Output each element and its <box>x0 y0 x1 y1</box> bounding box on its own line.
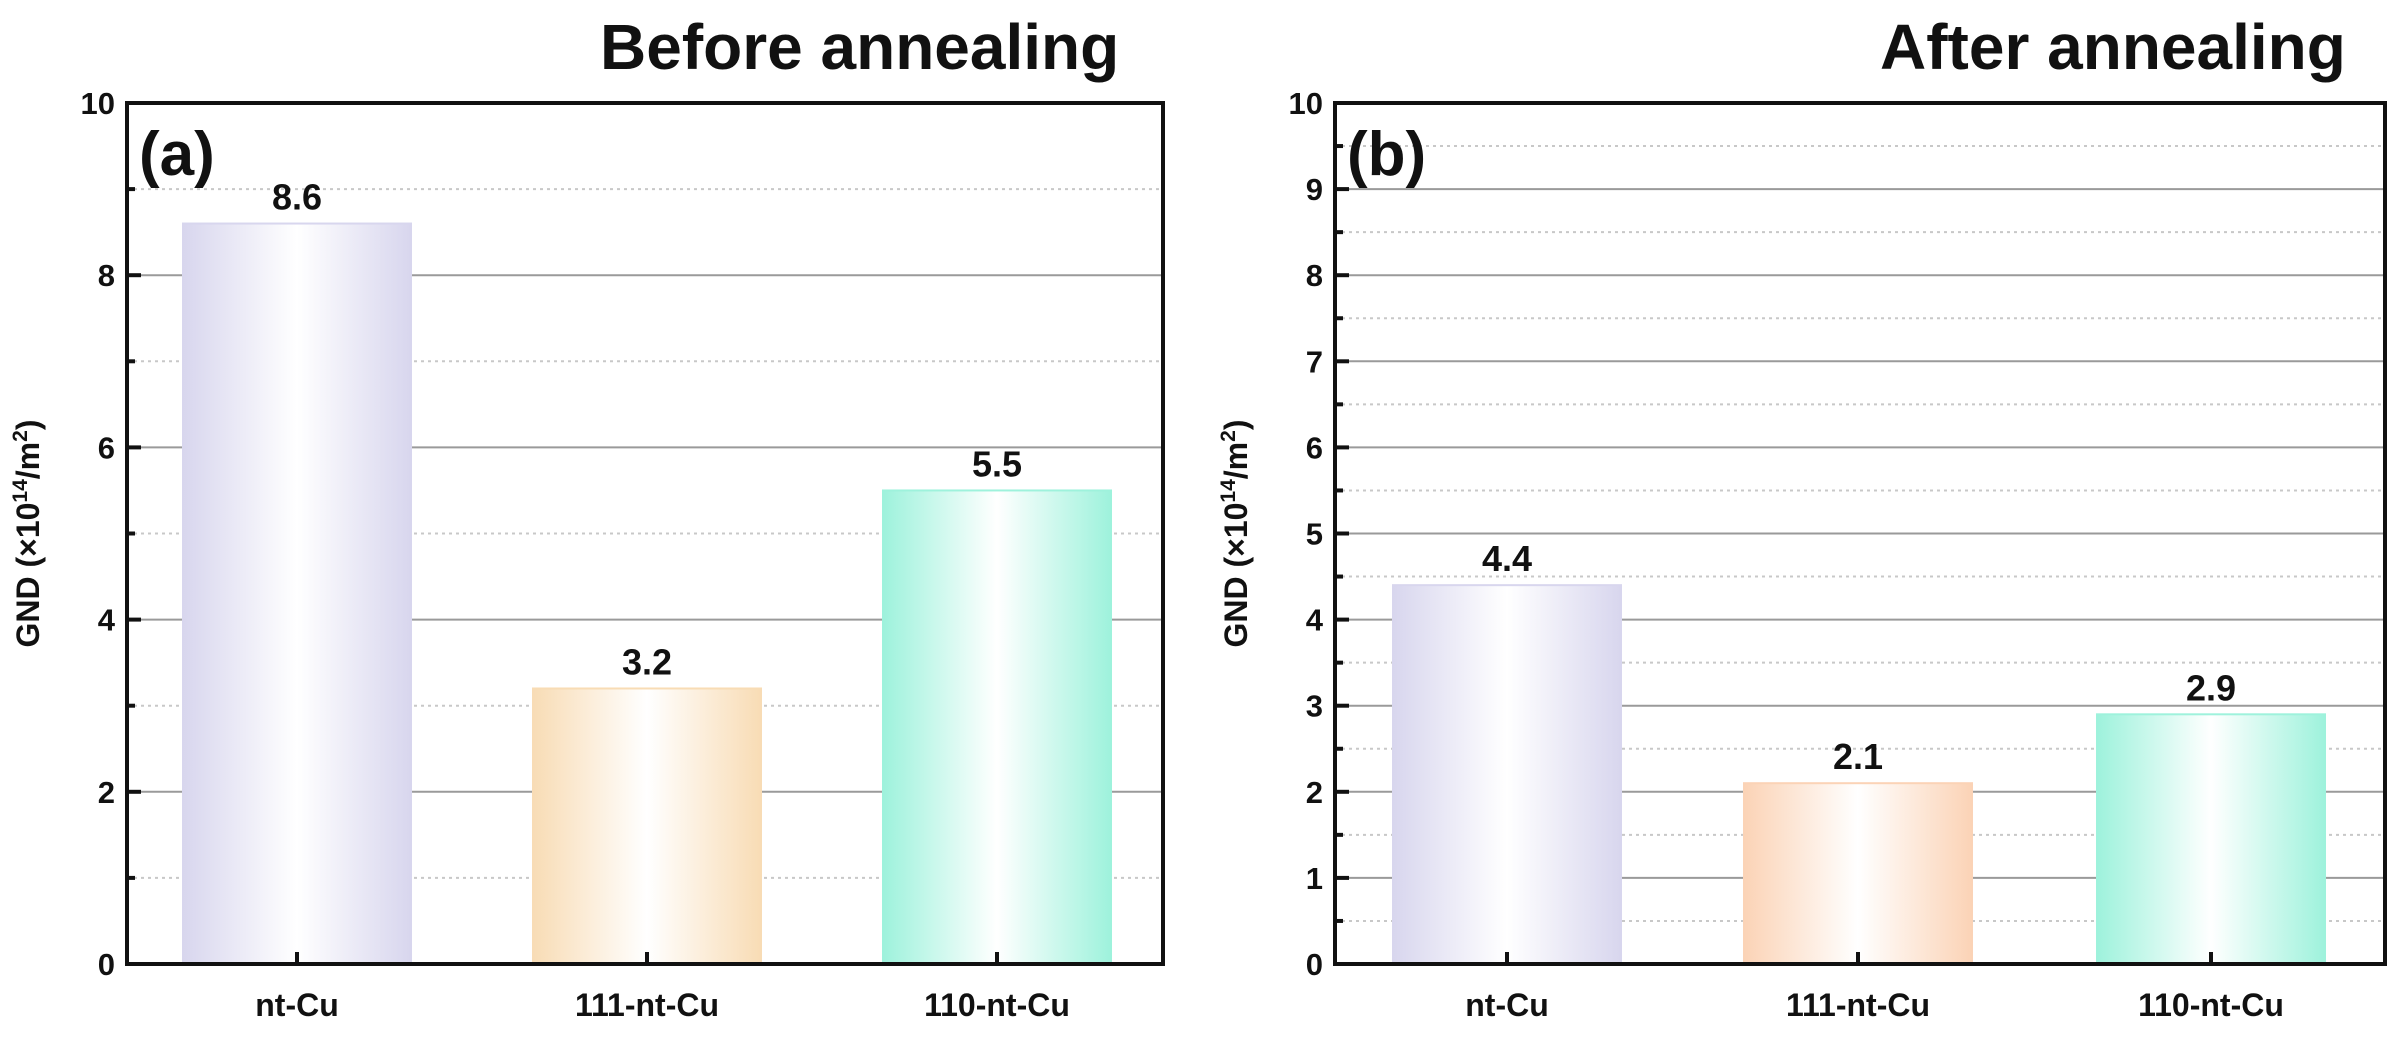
x-tick-label: 110-nt-Cu <box>2138 987 2284 1023</box>
y-tick-label: 4 <box>1306 603 1324 638</box>
data-label: 3.2 <box>622 641 672 682</box>
bar-111-nt-Cu <box>532 687 762 965</box>
y-tick-label: 10 <box>81 86 115 121</box>
x-tick-label: 111-nt-Cu <box>1786 987 1930 1023</box>
y-tick-label: 7 <box>1306 344 1323 379</box>
y-tick-label: 8 <box>1306 258 1323 293</box>
y-tick-label: 2 <box>1306 775 1323 810</box>
y-tick-label: 6 <box>98 430 115 465</box>
y-tick-label: 5 <box>1306 517 1323 552</box>
y-tick-label: 10 <box>1289 86 1323 121</box>
y-tick-label: 9 <box>1306 172 1323 207</box>
y-tick-label: 8 <box>98 258 115 293</box>
bar-111-nt-Cu <box>1743 782 1973 965</box>
panel-label: (b) <box>1347 120 1426 189</box>
x-tick-label: 110-nt-Cu <box>924 987 1070 1023</box>
y-axis-label: GND (×1014/m2) <box>9 420 46 648</box>
data-label: 2.1 <box>1833 736 1883 777</box>
x-tick-label: 111-nt-Cu <box>575 987 719 1023</box>
y-tick-label: 6 <box>1306 430 1323 465</box>
y-tick-label: 0 <box>98 947 115 982</box>
panel-a-title: Before annealing <box>600 11 1120 83</box>
x-tick-label: nt-Cu <box>1465 987 1549 1023</box>
bar-110-nt-Cu <box>2096 713 2326 965</box>
y-tick-label: 0 <box>1306 947 1323 982</box>
y-tick-label: 1 <box>1306 861 1323 896</box>
x-tick-label: nt-Cu <box>255 987 339 1023</box>
panel-label: (a) <box>139 120 215 189</box>
y-tick-label: 4 <box>98 603 116 638</box>
data-label: 2.9 <box>2186 667 2236 708</box>
y-axis-label: GND (×1014/m2) <box>1217 420 1254 648</box>
data-label: 8.6 <box>272 177 322 218</box>
y-tick-label: 2 <box>98 775 115 810</box>
bar-110-nt-Cu <box>882 489 1112 965</box>
bar-nt-Cu <box>182 222 412 966</box>
bar-nt-Cu <box>1392 584 1622 965</box>
chart-panel-a: 8.6 nt-Cu 3.2 111-nt-Cu 5.5 110-nt-Cu 0 2 4 6 8 10 (… <box>9 86 1165 1023</box>
panel-b-title: After annealing <box>1880 11 2346 83</box>
data-label: 4.4 <box>1482 538 1532 579</box>
data-label: 5.5 <box>972 443 1022 484</box>
y-tick-label: 3 <box>1306 689 1323 724</box>
chart-panel-b: 4.4 nt-Cu 2.1 111-nt-Cu 2.9 110-nt-Cu 0 1 2 3 4 5 6 7… <box>1217 86 2387 1023</box>
